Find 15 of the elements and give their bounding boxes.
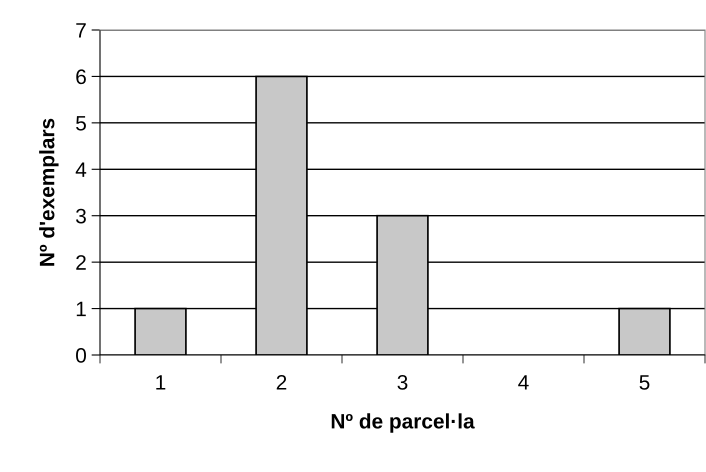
y-tick-label: 6 xyxy=(76,69,86,84)
y-tick-label: 2 xyxy=(76,255,86,270)
x-tick-label: 2 xyxy=(276,374,286,390)
y-tick-label: 7 xyxy=(76,23,86,38)
y-axis-title: Nº d'exemplars xyxy=(39,118,59,266)
x-tick-label: 3 xyxy=(398,374,408,390)
y-tick-label: 4 xyxy=(76,162,86,177)
x-axis-title: Nº de parcel·la xyxy=(332,413,475,433)
y-tick-label: 0 xyxy=(76,348,86,363)
y-tick-label: 1 xyxy=(76,302,86,316)
x-tick-label: 1 xyxy=(156,375,166,390)
y-tick-label: 3 xyxy=(76,208,86,224)
y-tick-label: 5 xyxy=(76,116,86,131)
x-tick-label: 4 xyxy=(518,375,529,390)
x-tick-label: 5 xyxy=(640,375,650,390)
